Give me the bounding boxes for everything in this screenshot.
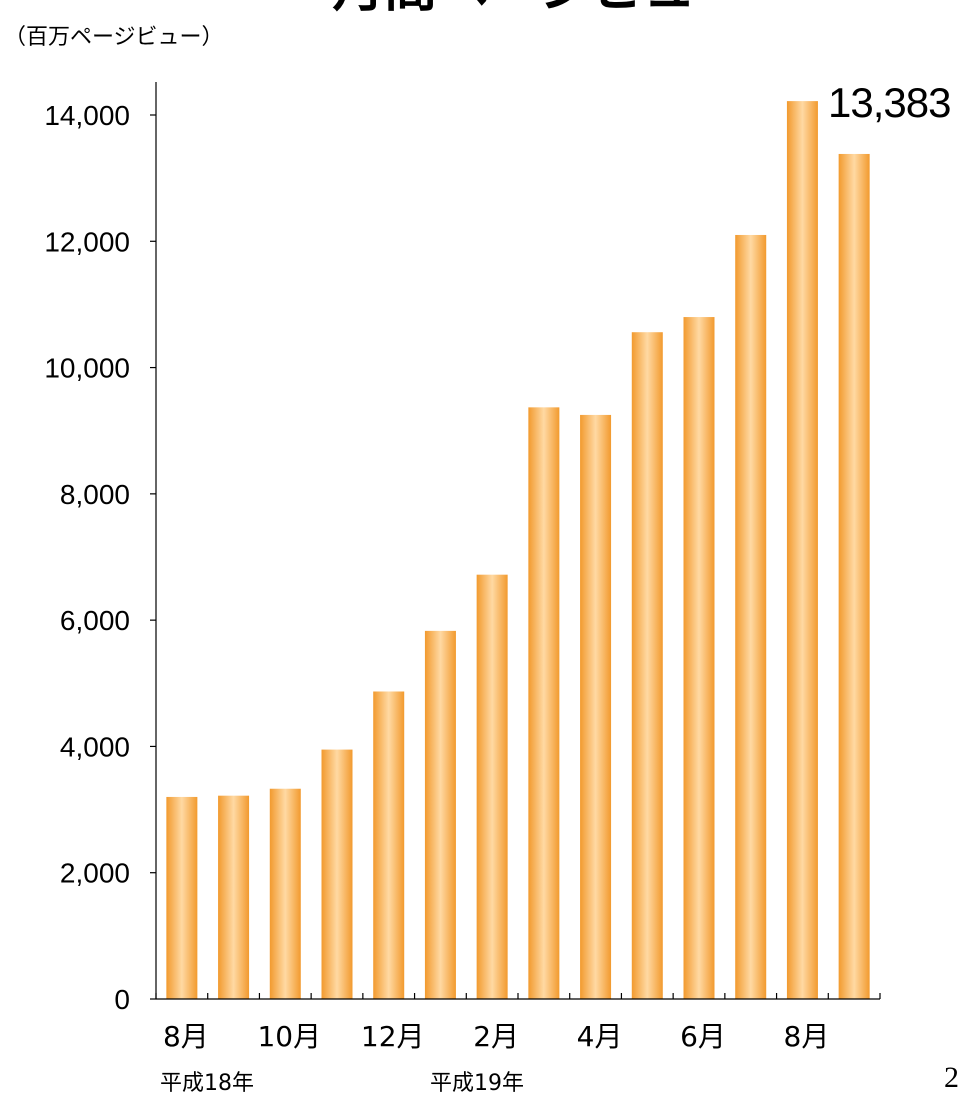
x-tick-label-4: 12月 — [361, 1020, 425, 1053]
bar-13 — [838, 153, 870, 1000]
bar-4 — [373, 691, 405, 999]
y-tick-label-1: 2,000 — [60, 858, 130, 889]
bar-3 — [321, 749, 353, 999]
x-tick-label-8: 4月 — [577, 1020, 623, 1053]
year-label-heisei-18: 平成18年 — [160, 1071, 254, 1096]
x-tick-label-2: 10月 — [257, 1020, 321, 1053]
y-tick-label-3: 6,000 — [60, 605, 130, 636]
y-tick-label-5: 10,000 — [44, 353, 130, 384]
bar-8 — [580, 414, 612, 999]
bar-9 — [631, 332, 663, 999]
last-value-callout: 13,383 — [828, 79, 950, 126]
bar-12 — [786, 101, 818, 999]
bar-11 — [735, 234, 767, 999]
bar-0 — [166, 796, 198, 999]
bar-1 — [218, 795, 250, 999]
y-axis-ticks: 0 2,000 4,000 6,000 8,000 10,000 12,000 14,000 — [44, 100, 156, 1015]
bar-10 — [683, 317, 715, 999]
bar-2 — [269, 788, 301, 999]
x-tick-label-12: 8月 — [784, 1020, 830, 1053]
y-tick-label-7: 14,000 — [44, 100, 130, 131]
bar-5 — [424, 630, 456, 999]
x-tick-label-10: 6月 — [680, 1020, 726, 1053]
x-axis-ticks: 8月 10月 12月 2月 4月 6月 8月 — [155, 993, 881, 1053]
chart-title: 月間ページビュー — [333, 0, 748, 19]
bar-6 — [476, 574, 508, 999]
year-label-heisei-19: 平成19年 — [430, 1071, 524, 1096]
y-tick-label-4: 8,000 — [60, 479, 130, 510]
x-tick-label-6: 2月 — [473, 1020, 519, 1053]
bars-group — [166, 101, 870, 1000]
y-axis-unit-label: （百万ページビュー） — [4, 25, 224, 50]
y-tick-label-6: 12,000 — [44, 226, 130, 257]
x-tick-label-0: 8月 — [163, 1020, 209, 1053]
y-tick-label-0: 0 — [114, 984, 130, 1015]
page-number: 2 — [944, 1061, 959, 1094]
bar-7 — [528, 407, 560, 999]
y-tick-label-2: 4,000 — [60, 731, 130, 762]
